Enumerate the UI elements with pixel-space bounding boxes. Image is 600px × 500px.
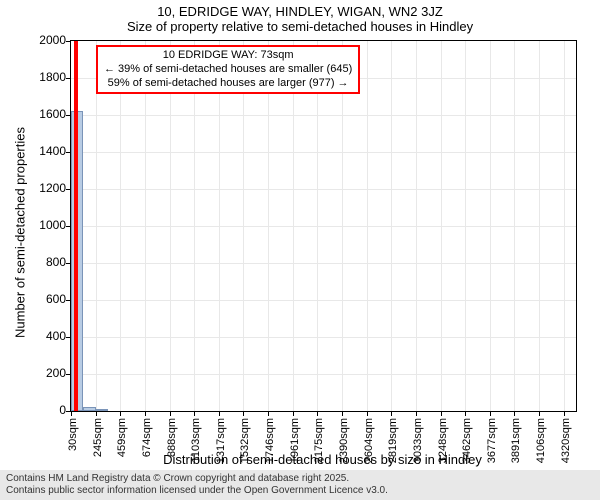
gridline-v	[342, 41, 343, 411]
gridline-v	[416, 41, 417, 411]
xtick-mark	[514, 411, 515, 416]
xtick-label: 245sqm	[92, 418, 104, 468]
gridline-v	[367, 41, 368, 411]
xtick-mark	[71, 411, 72, 416]
xtick-label: 3033sqm	[412, 418, 424, 468]
xtick-label: 2175sqm	[313, 418, 325, 468]
ytick-label: 1400	[26, 144, 66, 158]
ytick-label: 1600	[26, 107, 66, 121]
histogram-bar	[96, 409, 108, 411]
xtick-label: 1317sqm	[215, 418, 227, 468]
ytick-label: 1800	[26, 70, 66, 84]
ytick-label: 0	[26, 403, 66, 417]
histogram-bar	[83, 407, 95, 411]
xtick-label: 2390sqm	[338, 418, 350, 468]
info-box-line2: ← 39% of semi-detached houses are smalle…	[104, 63, 352, 77]
xtick-mark	[120, 411, 121, 416]
xtick-mark	[391, 411, 392, 416]
footer-line2: Contains public sector information licen…	[6, 485, 594, 497]
gridline-v	[243, 41, 244, 411]
xtick-label: 2604sqm	[363, 418, 375, 468]
ytick-label: 2000	[26, 33, 66, 47]
xtick-mark	[342, 411, 343, 416]
xtick-mark	[96, 411, 97, 416]
xtick-label: 1532sqm	[239, 418, 251, 468]
xtick-label: 30sqm	[67, 418, 79, 468]
xtick-mark	[465, 411, 466, 416]
gridline-v	[490, 41, 491, 411]
gridline-v	[194, 41, 195, 411]
gridline-v	[317, 41, 318, 411]
xtick-mark	[170, 411, 171, 416]
gridline-h	[71, 189, 576, 190]
xtick-label: 3677sqm	[486, 418, 498, 468]
xtick-mark	[564, 411, 565, 416]
footer-attribution: Contains HM Land Registry data © Crown c…	[0, 470, 600, 500]
xtick-label: 674sqm	[141, 418, 153, 468]
gridline-h	[71, 226, 576, 227]
xtick-mark	[194, 411, 195, 416]
xtick-label: 4320sqm	[560, 418, 572, 468]
gridline-v	[293, 41, 294, 411]
gridline-v	[219, 41, 220, 411]
highlight-marker	[74, 41, 78, 411]
gridline-v	[514, 41, 515, 411]
info-box-line3: 59% of semi-detached houses are larger (…	[104, 77, 352, 91]
gridline-h	[71, 152, 576, 153]
gridline-h	[71, 263, 576, 264]
xtick-label: 3462sqm	[461, 418, 473, 468]
xtick-mark	[145, 411, 146, 416]
gridline-h	[71, 300, 576, 301]
ytick-label: 600	[26, 292, 66, 306]
gridline-v	[539, 41, 540, 411]
gridline-h	[71, 115, 576, 116]
ytick-label: 200	[26, 366, 66, 380]
gridline-v	[170, 41, 171, 411]
ytick-label: 400	[26, 329, 66, 343]
xtick-mark	[293, 411, 294, 416]
ytick-mark	[66, 78, 71, 79]
info-box-line1: 10 EDRIDGE WAY: 73sqm	[104, 49, 352, 63]
xtick-mark	[416, 411, 417, 416]
xtick-mark	[490, 411, 491, 416]
xtick-label: 888sqm	[166, 418, 178, 468]
title-line2: Size of property relative to semi-detach…	[0, 19, 600, 36]
xtick-label: 1961sqm	[289, 418, 301, 468]
gridline-v	[120, 41, 121, 411]
xtick-label: 1103sqm	[190, 418, 202, 468]
gridline-v	[145, 41, 146, 411]
gridline-v	[465, 41, 466, 411]
gridline-v	[391, 41, 392, 411]
xtick-label: 3891sqm	[510, 418, 522, 468]
xtick-label: 2819sqm	[387, 418, 399, 468]
info-box: 10 EDRIDGE WAY: 73sqm← 39% of semi-detac…	[96, 45, 360, 94]
xtick-label: 1746sqm	[264, 418, 276, 468]
xtick-label: 3248sqm	[437, 418, 449, 468]
ytick-label: 1000	[26, 218, 66, 232]
gridline-v	[441, 41, 442, 411]
gridline-v	[96, 41, 97, 411]
ytick-label: 800	[26, 255, 66, 269]
gridline-h	[71, 337, 576, 338]
gridline-v	[268, 41, 269, 411]
xtick-mark	[317, 411, 318, 416]
gridline-v	[564, 41, 565, 411]
xtick-mark	[243, 411, 244, 416]
xtick-mark	[367, 411, 368, 416]
ytick-label: 1200	[26, 181, 66, 195]
xtick-mark	[219, 411, 220, 416]
xtick-mark	[268, 411, 269, 416]
xtick-label: 459sqm	[116, 418, 128, 468]
xtick-mark	[539, 411, 540, 416]
footer-line1: Contains HM Land Registry data © Crown c…	[6, 473, 594, 485]
gridline-h	[71, 374, 576, 375]
title-line1: 10, EDRIDGE WAY, HINDLEY, WIGAN, WN2 3JZ	[0, 0, 600, 19]
xtick-mark	[441, 411, 442, 416]
y-axis-label: Number of semi-detached properties	[13, 127, 28, 338]
ytick-mark	[66, 41, 71, 42]
histogram-chart: 10 EDRIDGE WAY: 73sqm← 39% of semi-detac…	[70, 40, 577, 412]
xtick-label: 4106sqm	[535, 418, 547, 468]
